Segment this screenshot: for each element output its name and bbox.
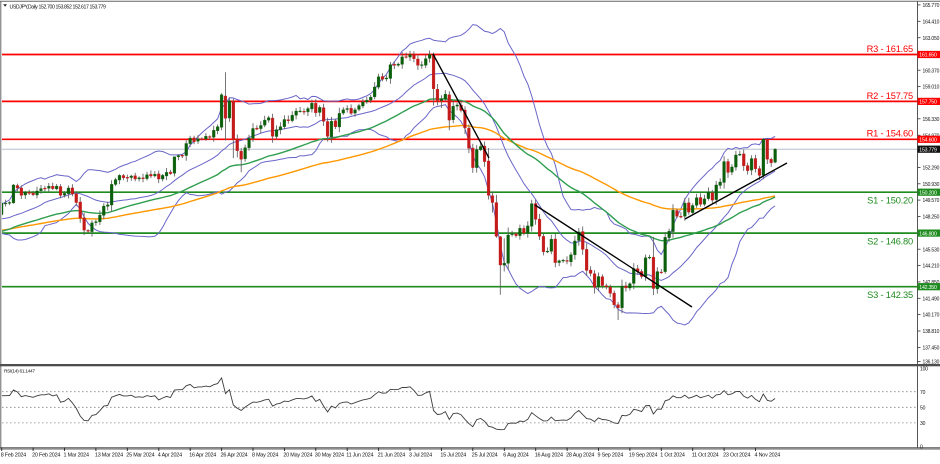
svg-text:28 Aug 2024: 28 Aug 2024 bbox=[566, 453, 594, 459]
svg-text:154.600: 154.600 bbox=[919, 138, 937, 144]
svg-text:20 Feb 2024: 20 Feb 2024 bbox=[32, 453, 60, 459]
svg-text:25 Jul 2024: 25 Jul 2024 bbox=[472, 453, 498, 459]
svg-text:70: 70 bbox=[920, 390, 926, 396]
svg-text:30 May 2024: 30 May 2024 bbox=[315, 453, 344, 459]
svg-text:159.010: 159.010 bbox=[923, 85, 940, 91]
svg-text:8 May 2024: 8 May 2024 bbox=[252, 453, 278, 459]
svg-text:S1 - 150.20: S1 - 150.20 bbox=[867, 196, 913, 206]
svg-text:15 Jul 2024: 15 Jul 2024 bbox=[440, 453, 466, 459]
svg-text:26 Apr 2024: 26 Apr 2024 bbox=[221, 453, 248, 459]
svg-text:152.290: 152.290 bbox=[923, 166, 940, 172]
svg-text:19 Sep 2024: 19 Sep 2024 bbox=[629, 453, 658, 459]
svg-text:23 Oct 2024: 23 Oct 2024 bbox=[723, 453, 750, 459]
svg-text:100: 100 bbox=[920, 367, 928, 373]
svg-text:161.650: 161.650 bbox=[919, 53, 937, 59]
svg-text:156.330: 156.330 bbox=[923, 117, 940, 123]
svg-text:20 May 2024: 20 May 2024 bbox=[283, 453, 312, 459]
svg-text:150.200: 150.200 bbox=[919, 190, 937, 196]
svg-text:R2 - 157.75: R2 - 157.75 bbox=[867, 91, 913, 101]
svg-text:141.490: 141.490 bbox=[923, 296, 940, 302]
svg-text:142.350: 142.350 bbox=[919, 285, 937, 291]
svg-text:164.410: 164.410 bbox=[923, 19, 940, 25]
svg-text:RSI(14) 61.1447: RSI(14) 61.1447 bbox=[4, 368, 35, 374]
svg-text:13 Mar 2024: 13 Mar 2024 bbox=[95, 453, 123, 459]
svg-text:9 Sep 2024: 9 Sep 2024 bbox=[598, 453, 624, 459]
svg-text:145.530: 145.530 bbox=[923, 247, 940, 253]
svg-text:USDJPY,Daily 152.700 153.852: USDJPY,Daily 152.700 153.852 152.617 153… bbox=[10, 4, 106, 10]
svg-text:6 Aug 2024: 6 Aug 2024 bbox=[503, 453, 528, 459]
svg-text:30: 30 bbox=[920, 421, 926, 427]
svg-text:R3 - 161.65: R3 - 161.65 bbox=[867, 44, 913, 54]
svg-text:4 Nov 2024: 4 Nov 2024 bbox=[755, 453, 781, 459]
svg-text:150.930: 150.930 bbox=[923, 182, 940, 188]
svg-text:138.810: 138.810 bbox=[923, 329, 940, 335]
svg-text:25 Mar 2024: 25 Mar 2024 bbox=[126, 453, 154, 459]
svg-text:11 Oct 2024: 11 Oct 2024 bbox=[692, 453, 719, 459]
svg-text:3 Jul 2024: 3 Jul 2024 bbox=[409, 453, 432, 459]
svg-text:148.250: 148.250 bbox=[923, 215, 940, 221]
svg-text:0: 0 bbox=[920, 444, 923, 450]
svg-text:149.570: 149.570 bbox=[923, 198, 940, 204]
svg-text:136.130: 136.130 bbox=[923, 360, 940, 366]
svg-text:S3 - 142.35: S3 - 142.35 bbox=[867, 290, 913, 300]
svg-text:165.770: 165.770 bbox=[923, 3, 940, 9]
svg-text:146.800: 146.800 bbox=[919, 231, 937, 237]
svg-text:1 Mar 2024: 1 Mar 2024 bbox=[64, 453, 89, 459]
svg-text:157.750: 157.750 bbox=[919, 100, 937, 106]
svg-text:21 Jun 2024: 21 Jun 2024 bbox=[378, 453, 406, 459]
svg-text:163.050: 163.050 bbox=[923, 36, 940, 42]
svg-text:4 Apr 2024: 4 Apr 2024 bbox=[158, 453, 182, 459]
svg-text:50: 50 bbox=[920, 406, 926, 412]
svg-text:1 Oct 2024: 1 Oct 2024 bbox=[660, 453, 685, 459]
svg-text:153.779: 153.779 bbox=[919, 147, 937, 153]
svg-text:144.210: 144.210 bbox=[923, 264, 940, 270]
svg-text:137.450: 137.450 bbox=[923, 346, 940, 352]
svg-text:16 Apr 2024: 16 Apr 2024 bbox=[189, 453, 216, 459]
svg-text:160.370: 160.370 bbox=[923, 68, 940, 74]
svg-text:R1 - 154.60: R1 - 154.60 bbox=[867, 129, 913, 139]
svg-text:16 Aug 2024: 16 Aug 2024 bbox=[535, 453, 563, 459]
svg-text:S2 - 146.80: S2 - 146.80 bbox=[867, 236, 913, 246]
svg-text:140.170: 140.170 bbox=[923, 313, 940, 319]
svg-text:11 Jun 2024: 11 Jun 2024 bbox=[346, 453, 373, 459]
svg-text:8 Feb 2024: 8 Feb 2024 bbox=[1, 453, 26, 459]
